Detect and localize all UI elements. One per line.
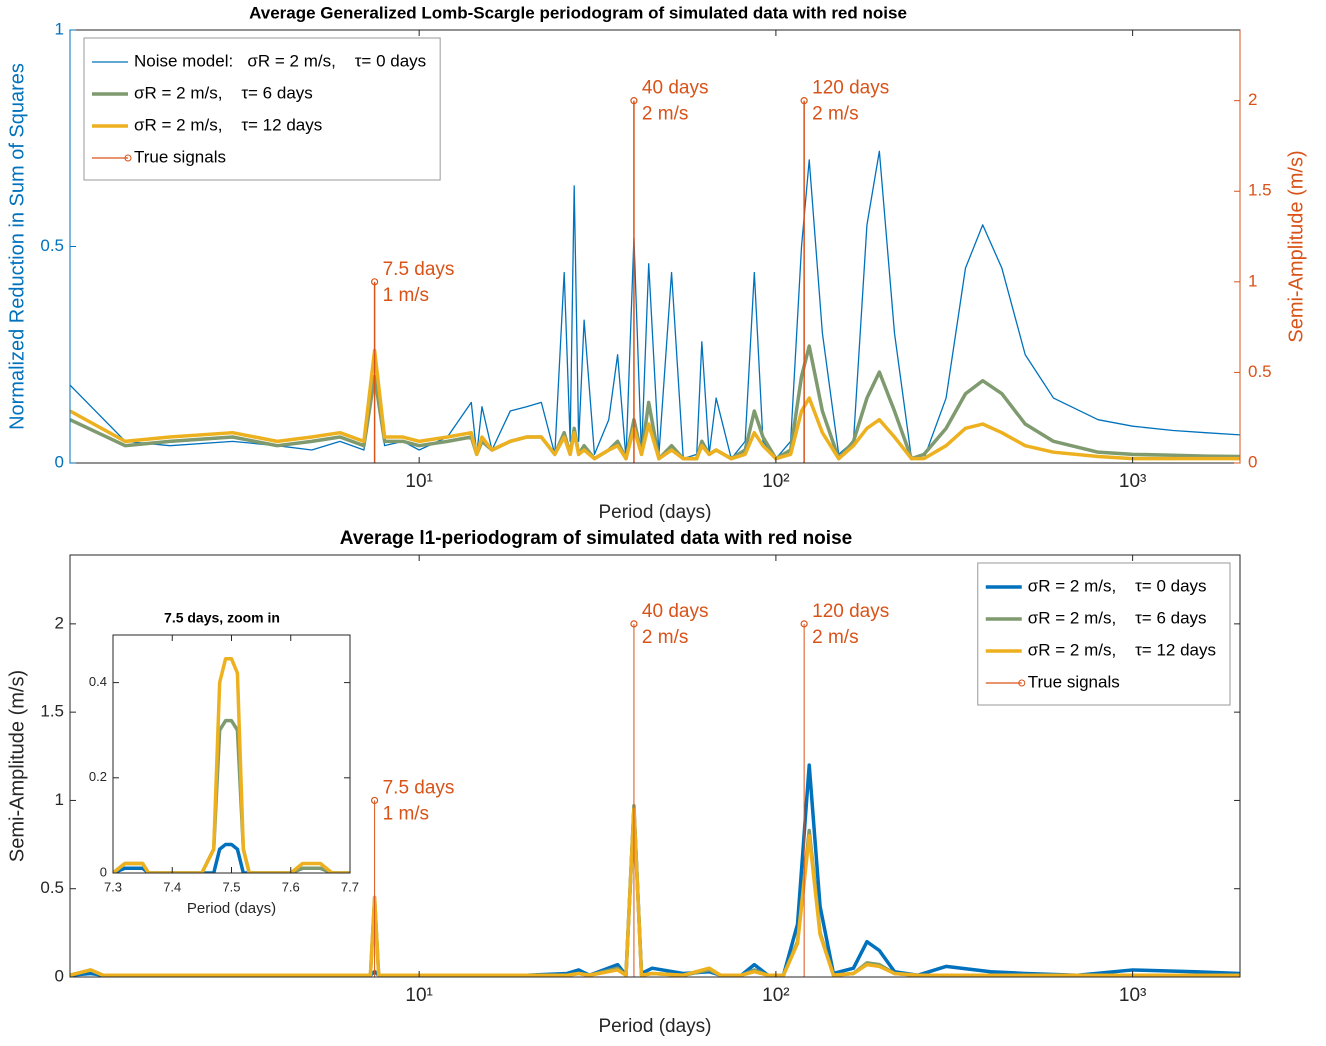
annotation: 120 days [812, 601, 889, 622]
stem-marker [630, 620, 638, 628]
stem-marker [800, 620, 808, 628]
y2-tick-label: 1 [1248, 271, 1257, 290]
plot [113, 657, 350, 873]
y-tick-label: 0.2 [89, 769, 107, 784]
y-tick-label: 0.5 [40, 878, 64, 897]
series-line [70, 348, 1240, 461]
y-axis-label: Semi-Amplitude (m/s) [6, 670, 28, 862]
x-tick-label: 10¹ [405, 985, 432, 1006]
y-tick-label: 0.4 [89, 674, 107, 689]
y-tick-label: 0.5 [40, 236, 64, 255]
y2-tick-label: 0 [1248, 452, 1257, 471]
annotation: 2 m/s [812, 104, 858, 125]
x-tick-label: 7.3 [104, 879, 122, 894]
legend-swatch-marker [124, 154, 132, 162]
annotation: 1 m/s [383, 803, 429, 824]
chart-title: Average l1-periodogram of simulated data… [340, 528, 852, 549]
legend-swatch-marker [1018, 679, 1026, 687]
x-tick-label: 10² [762, 985, 789, 1006]
plot [70, 763, 1240, 977]
x-tick-label: 10¹ [405, 471, 432, 492]
annotation: 2 m/s [642, 104, 688, 125]
legend: σR = 2 m/s, τ= 0 days σR = 2 m/s, τ= 6 da… [977, 562, 1231, 706]
legend-box [83, 37, 441, 181]
plot [70, 150, 1240, 461]
x-tick-label: 7.5 [222, 879, 240, 894]
x-tick-label: 10² [762, 471, 789, 492]
series-line [70, 807, 1240, 977]
plot-area [113, 635, 350, 873]
annotation: 7.5 days [383, 777, 455, 798]
x-tick-label: 7.6 [282, 879, 300, 894]
annotation: 40 days [642, 78, 709, 99]
y-axis-label: Normalized Reduction in Sum of Squares [6, 63, 28, 430]
y-tick-label: 1 [55, 790, 64, 809]
y-tick-label: 0 [100, 864, 107, 879]
legend: Noise model: σR = 2 m/s, τ= 0 days σR = 2… [83, 37, 441, 181]
y2-tick-label: 0.5 [1248, 362, 1272, 381]
legend-label: True signals [134, 147, 226, 166]
stem-marker [370, 278, 379, 286]
x-axis-label: Period (days) [187, 900, 276, 917]
legend-label: σR = 2 m/s, τ= 6 days [1028, 608, 1207, 627]
x-tick-label: 7.7 [341, 879, 359, 894]
annotation: 2 m/s [812, 627, 858, 648]
legend-label: Noise model: σR = 2 m/s, τ= 0 days [134, 51, 426, 70]
chart-title: Average Generalized Lomb-Scargle periodo… [249, 3, 907, 22]
annotation: 40 days [642, 601, 709, 622]
y-tick-label: 1.5 [40, 702, 64, 721]
y-tick-label: 2 [55, 613, 64, 632]
legend-label: σR = 2 m/s, τ= 6 days [134, 83, 313, 102]
x-axis-label: Period (days) [599, 502, 712, 523]
x-axis-label: Period (days) [599, 1016, 712, 1037]
y-tick-label: 0 [55, 966, 64, 985]
legend-label: σR = 2 m/s, τ= 12 days [1028, 640, 1216, 659]
y2-tick-label: 1.5 [1248, 181, 1272, 200]
annotation: 2 m/s [642, 627, 688, 648]
y-tick-label: 1 [55, 19, 64, 38]
stem-marker [370, 796, 379, 805]
y2-axis-label: Semi-Amplitude (m/s) [1285, 150, 1307, 342]
y2-tick-label: 2 [1248, 90, 1257, 109]
legend-label: σR = 2 m/s, τ= 0 days [1028, 576, 1207, 595]
stem-marker [800, 97, 808, 105]
legend-label: σR = 2 m/s, τ= 12 days [134, 115, 322, 134]
legend-label: True signals [1028, 672, 1120, 691]
x-tick-label: 7.4 [163, 879, 181, 894]
annotation: 7.5 days [383, 259, 455, 280]
axes-frame [69, 554, 1241, 978]
chart: 7.3 7.4 7.5 7.6 7.7 0 0.2 0.4 7.5 days, zoom in P… [89, 610, 359, 917]
chart-title: 7.5 days, zoom in [164, 610, 280, 626]
stem-marker [630, 97, 638, 105]
x-tick-label: 10³ [1119, 471, 1146, 492]
series-line [113, 657, 350, 873]
series-line [113, 718, 350, 873]
annotation: 1 m/s [383, 285, 429, 306]
x-tick-label: 10³ [1119, 985, 1146, 1006]
y-tick-label: 0 [55, 452, 64, 471]
annotation: 120 days [812, 78, 889, 99]
